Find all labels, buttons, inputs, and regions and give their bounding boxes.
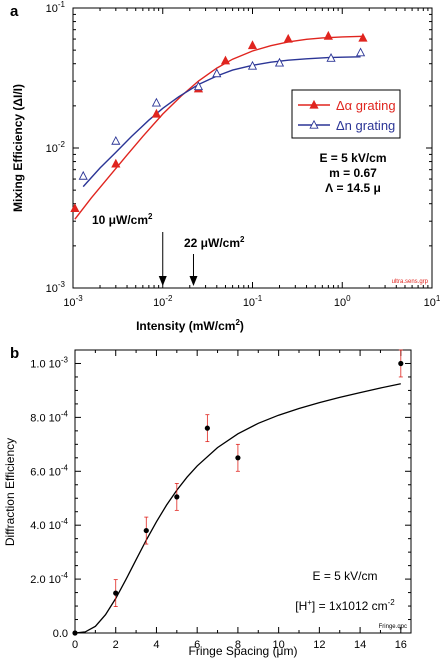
panel-b-point xyxy=(398,360,404,367)
panel-a-legend-marker-0 xyxy=(309,99,319,109)
panel-b-x-tick-label: 16 xyxy=(395,639,407,651)
panel-a-frame xyxy=(72,7,433,289)
panel-b-x-tick-label: 0 xyxy=(72,639,78,651)
panel-b-x-tick-label: 10 xyxy=(273,639,285,651)
panel-a-point-series-0 xyxy=(220,55,231,65)
panel-b-y-tick-label: 0.0 xyxy=(53,628,68,640)
panel-b-x-tick-label: 6 xyxy=(194,639,200,651)
panel-a-annotation-period: Λ = 14.5 μ xyxy=(325,181,381,195)
panel-a-point-series-1 xyxy=(111,135,121,145)
panel-a-point-series-0 xyxy=(70,203,80,213)
panel-b-point xyxy=(204,425,210,431)
panel-b-y-tick-label: 6.0 10-4 xyxy=(30,463,68,478)
panel-a-annotation-field: E = 5 kV/cm xyxy=(319,151,386,165)
panel-b-label: b xyxy=(10,345,19,362)
panel-b-x-tick-label: 2 xyxy=(113,639,119,651)
panel-a-x-tick-label: 100 xyxy=(334,294,351,309)
panel-a-fit-line-series-0 xyxy=(74,35,363,220)
panel-a-label: a xyxy=(10,3,19,20)
panel-a-legend-label-0: Δα grating xyxy=(336,98,396,113)
panel-b-x-tick-label: 12 xyxy=(313,639,325,651)
panel-b-y-tick-label: 1.0 10-3 xyxy=(30,355,68,370)
panel-a-arrow-head-0 xyxy=(158,276,167,286)
panel-a-point-series-1 xyxy=(274,57,285,67)
panel-b-y-tick-label: 4.0 10-4 xyxy=(30,517,68,532)
panel-a-y-tick-label: 10-1 xyxy=(46,0,66,15)
panel-a: a 10-3 10-2 10-1 100 101 10-3 10-2 10-1 10 μW/… xyxy=(10,0,440,333)
panel-b-annotation-field: E = 5 kV/cm xyxy=(312,569,377,583)
panel-b-point xyxy=(143,527,149,534)
panel-a-x-tick-label: 101 xyxy=(424,294,440,309)
panel-b-x-tick-label: 4 xyxy=(153,639,159,651)
panel-a-x-tick-label: 10-3 xyxy=(63,294,83,309)
panel-b-annotation-concentration: [H+] = 1x1012 cm-2 xyxy=(295,598,395,613)
panel-b-y-tick-label: 2.0 10-4 xyxy=(30,571,68,586)
panel-a-point-series-1 xyxy=(151,97,162,107)
panel-b-x-tick-label: 14 xyxy=(354,639,366,651)
panel-a-point-series-1 xyxy=(326,53,336,62)
panel-a-x-tick-label: 10-2 xyxy=(153,294,173,309)
panel-b-x-tick-label: 8 xyxy=(235,639,241,651)
panel-b-file-tag: Fringe.qpc xyxy=(379,624,407,630)
panel-a-annotation-modulation: m = 0.67 xyxy=(329,166,377,180)
panel-b-y-tick-label: 8.0 10-4 xyxy=(30,409,68,424)
panel-a-file-tag: ultra.sens.grp xyxy=(392,279,429,285)
panel-a-point-series-1 xyxy=(212,68,222,78)
panel-a-arrow-label-1: 22 μW/cm2 xyxy=(184,235,245,250)
panel-a-point-series-1 xyxy=(355,47,366,57)
panel-a-legend-marker-1 xyxy=(309,119,319,129)
panel-b-point xyxy=(113,590,119,596)
panel-b-x-axis-title: Fringe Spacing (μm) xyxy=(189,644,298,658)
panel-a-point-series-0 xyxy=(283,33,293,43)
panel-a-point-series-0 xyxy=(323,30,333,40)
panel-a-x-tick-label: 10-1 xyxy=(243,294,263,309)
panel-a-arrow-head-1 xyxy=(189,276,198,286)
panel-b-point xyxy=(235,455,241,461)
panel-b-y-axis-title: Diffraction Efficiency xyxy=(3,438,17,546)
panel-b-point xyxy=(174,494,180,500)
panel-b: b 0 2 4 6 8 10 12 14 16 0.0 2.0 10-4 4.0 10-4 6.0 1… xyxy=(3,345,412,658)
panel-a-arrow-label-0: 10 μW/cm2 xyxy=(92,212,153,227)
panel-b-frame xyxy=(74,349,412,634)
panel-b-point xyxy=(72,630,78,636)
panel-a-point-series-1 xyxy=(247,60,258,70)
panel-a-point-series-0 xyxy=(151,108,162,118)
panel-a-point-series-1 xyxy=(193,81,204,91)
panel-a-point-series-0 xyxy=(358,32,368,42)
panel-a-y-axis-title: Mixing Efficiency (ΔI/I) xyxy=(11,84,25,212)
panel-a-point-series-0 xyxy=(247,40,258,50)
panel-a-y-tick-label: 10-2 xyxy=(46,140,66,155)
panel-a-point-series-0 xyxy=(111,158,121,168)
panel-a-legend-label-1: Δn grating xyxy=(336,118,395,133)
panel-a-x-axis-title: Intensity (mW/cm2) xyxy=(136,318,244,333)
panel-a-point-series-1 xyxy=(78,170,88,180)
panel-a-legend-box xyxy=(291,89,401,139)
panel-a-y-tick-label: 10-3 xyxy=(46,280,66,295)
panel-b-fit-line xyxy=(74,383,401,634)
